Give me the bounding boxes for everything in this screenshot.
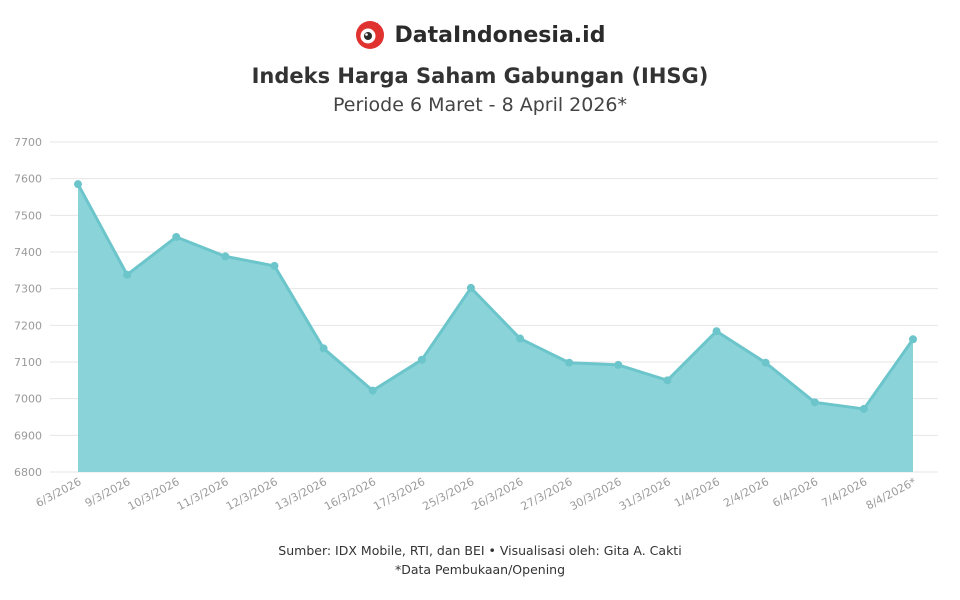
data-point[interactable]: [123, 270, 132, 279]
chart-subtitle: Periode 6 Maret - 8 April 2026*: [332, 94, 628, 116]
series-area: [78, 184, 913, 472]
x-tick-label: 6/3/2026: [34, 475, 84, 510]
data-point[interactable]: [221, 252, 230, 261]
x-tick-label: 8/4/2026*: [864, 475, 919, 512]
series-line: [76, 183, 915, 411]
data-point[interactable]: [319, 344, 328, 353]
y-tick-label: 6900: [14, 429, 42, 442]
data-point[interactable]: [761, 358, 770, 367]
data-point[interactable]: [516, 334, 525, 343]
chart-title: Indeks Harga Saham Gabungan (IHSG): [251, 64, 709, 88]
x-tick-label: 10/3/2026: [126, 475, 182, 513]
x-tick-label: 27/3/2026: [519, 475, 575, 513]
data-point[interactable]: [270, 261, 279, 270]
data-point[interactable]: [172, 232, 181, 241]
x-tick-label: 30/3/2026: [568, 475, 624, 513]
y-tick-label: 7100: [14, 356, 42, 369]
y-tick-label: 7500: [14, 209, 42, 222]
x-tick-label: 16/3/2026: [322, 475, 378, 513]
y-tick-label: 7300: [14, 283, 42, 296]
y-tick-label: 7600: [14, 173, 42, 186]
y-tick-label: 7400: [14, 246, 42, 259]
data-point[interactable]: [712, 327, 721, 336]
y-tick-label: 7000: [14, 393, 42, 406]
x-tick-label: 6/4/2026: [770, 475, 820, 510]
x-tick-label: 26/3/2026: [470, 475, 526, 513]
x-tick-label: 12/3/2026: [224, 475, 280, 513]
x-tick-label: 11/3/2026: [175, 475, 231, 513]
data-point[interactable]: [614, 360, 623, 369]
x-tick-label: 7/4/2026: [820, 475, 870, 510]
data-point[interactable]: [466, 283, 475, 292]
source-note: Sumber: IDX Mobile, RTI, dan BEI • Visua…: [278, 543, 682, 558]
data-point[interactable]: [859, 404, 868, 413]
x-tick-label: 2/4/2026: [721, 475, 771, 510]
brand-name: DataIndonesia.id: [394, 22, 606, 48]
x-tick-label: 13/3/2026: [273, 475, 329, 513]
x-tick-label: 9/3/2026: [83, 475, 133, 510]
x-tick-label: 25/3/2026: [420, 475, 476, 513]
x-tick-label: 17/3/2026: [371, 475, 427, 513]
opening-note: *Data Pembukaan/Opening: [394, 562, 566, 577]
data-point[interactable]: [810, 398, 819, 407]
brand-header: DataIndonesia.id: [0, 20, 960, 50]
data-point[interactable]: [663, 376, 672, 385]
data-point[interactable]: [417, 355, 426, 364]
dataindonesia-logo-icon: [355, 21, 384, 49]
y-tick-label: 7700: [14, 136, 42, 149]
data-point[interactable]: [74, 180, 82, 189]
data-point[interactable]: [565, 358, 574, 367]
x-tick-label: 31/3/2026: [617, 475, 673, 513]
data-point[interactable]: [909, 335, 917, 344]
y-tick-label: 7200: [14, 319, 42, 332]
y-tick-label: 6800: [14, 466, 42, 479]
data-point[interactable]: [368, 386, 377, 395]
x-tick-label: 1/4/2026: [672, 475, 722, 510]
